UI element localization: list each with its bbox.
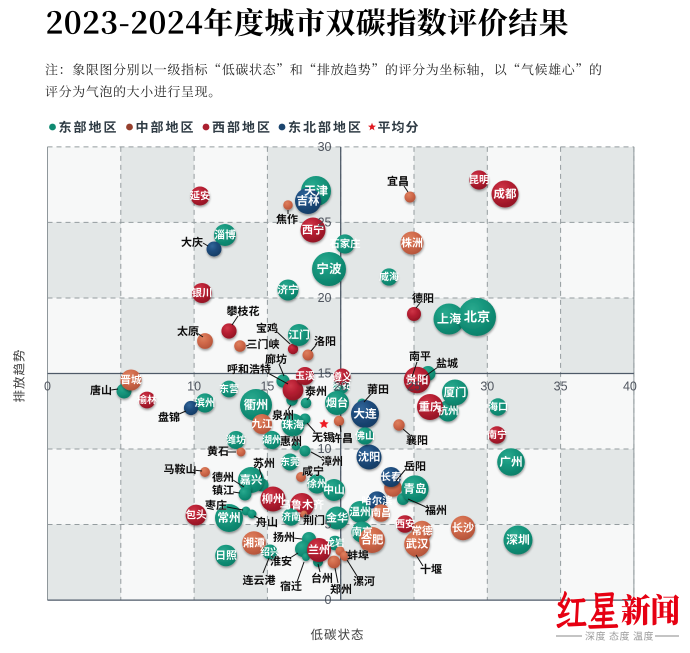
svg-text:35: 35: [554, 380, 568, 394]
svg-text:25: 25: [407, 380, 421, 394]
svg-text:40: 40: [623, 380, 637, 394]
svg-text:15: 15: [318, 367, 332, 381]
svg-text:30: 30: [318, 140, 332, 154]
svg-text:0: 0: [44, 380, 51, 394]
svg-text:10: 10: [318, 442, 332, 456]
svg-text:5: 5: [325, 518, 332, 532]
svg-text:20: 20: [334, 380, 348, 394]
svg-text:30: 30: [480, 380, 494, 394]
svg-text:25: 25: [318, 215, 332, 229]
svg-text:0: 0: [325, 593, 332, 607]
svg-text:20: 20: [318, 291, 332, 305]
svg-text:15: 15: [260, 380, 274, 394]
svg-text:10: 10: [187, 380, 201, 394]
